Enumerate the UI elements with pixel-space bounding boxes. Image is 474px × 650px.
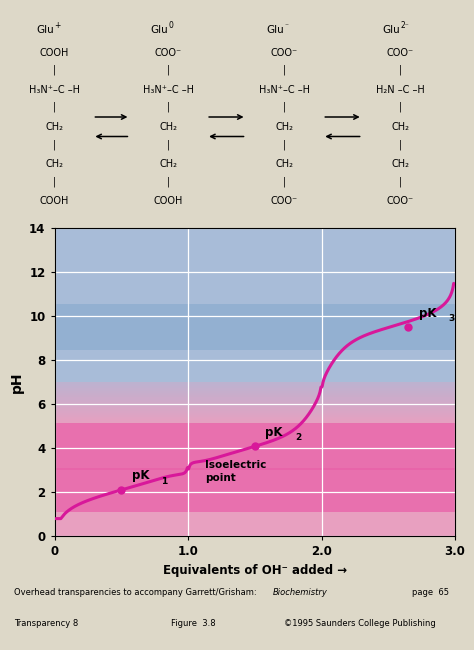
Text: |: |	[53, 102, 56, 112]
Text: 3: 3	[448, 314, 455, 323]
Text: |: |	[399, 65, 402, 75]
Text: |: |	[399, 176, 402, 187]
Text: |: |	[283, 65, 286, 75]
Text: Figure  3.8: Figure 3.8	[171, 619, 215, 629]
Bar	[55, 415, 455, 417]
Text: Glu: Glu	[267, 25, 284, 35]
Text: 2⁻: 2⁻	[401, 21, 409, 31]
Text: CH₂: CH₂	[392, 159, 410, 169]
Text: |: |	[399, 139, 402, 150]
Bar	[55, 386, 455, 389]
Text: ©1995 Saunders College Publishing: ©1995 Saunders College Publishing	[284, 619, 436, 629]
Text: |: |	[167, 176, 170, 187]
Text: COO⁻: COO⁻	[271, 47, 298, 58]
Text: Glu: Glu	[383, 25, 401, 35]
Bar	[55, 384, 455, 386]
Text: COOH: COOH	[40, 196, 69, 206]
Text: COO⁻: COO⁻	[387, 196, 414, 206]
Bar	[55, 408, 455, 411]
Bar	[55, 382, 455, 384]
Bar	[55, 417, 455, 419]
Text: |: |	[53, 139, 56, 150]
Text: Overhead transparencies to accompany Garrett/Grisham:: Overhead transparencies to accompany Gar…	[14, 588, 259, 597]
Text: |: |	[53, 65, 56, 75]
Text: pK: pK	[265, 426, 283, 439]
Bar	[55, 422, 455, 424]
Text: H₃N⁺–C –H: H₃N⁺–C –H	[29, 84, 80, 95]
Text: |: |	[283, 139, 286, 150]
Text: |: |	[283, 102, 286, 112]
Text: 1: 1	[161, 476, 168, 486]
Text: pK: pK	[132, 469, 149, 482]
Text: CH₂: CH₂	[159, 122, 177, 132]
Text: COO⁻: COO⁻	[271, 196, 298, 206]
Bar	[55, 304, 455, 350]
Y-axis label: pH: pH	[9, 371, 24, 393]
Bar	[55, 400, 455, 402]
Text: CH₂: CH₂	[46, 122, 64, 132]
Bar	[55, 393, 455, 395]
Text: pK: pK	[419, 307, 437, 320]
Text: CH₂: CH₂	[46, 159, 64, 169]
Text: Glu: Glu	[151, 25, 168, 35]
Text: Glu: Glu	[37, 25, 55, 35]
Bar	[55, 413, 455, 415]
Text: 2: 2	[295, 433, 301, 442]
Bar	[55, 411, 455, 413]
Text: |: |	[399, 102, 402, 112]
Bar	[55, 397, 455, 400]
Text: COO⁻: COO⁻	[387, 47, 414, 58]
Text: CH₂: CH₂	[392, 122, 410, 132]
Bar	[55, 406, 455, 408]
Text: H₃N⁺–C –H: H₃N⁺–C –H	[143, 84, 194, 95]
Text: CH₂: CH₂	[159, 159, 177, 169]
Bar	[55, 424, 455, 426]
Text: |: |	[167, 139, 170, 150]
Text: |: |	[167, 65, 170, 75]
Bar	[55, 395, 455, 397]
Text: CH₂: CH₂	[275, 159, 293, 169]
Text: COO⁻: COO⁻	[155, 47, 182, 58]
Text: CH₂: CH₂	[275, 122, 293, 132]
Text: |: |	[283, 176, 286, 187]
Text: ⁻: ⁻	[284, 21, 288, 31]
Bar	[55, 404, 455, 406]
X-axis label: Equivalents of OH⁻ added →: Equivalents of OH⁻ added →	[163, 564, 347, 577]
Text: Transparency 8: Transparency 8	[14, 619, 79, 629]
Text: |: |	[53, 176, 56, 187]
Bar	[55, 391, 455, 393]
Bar	[55, 402, 455, 404]
Text: 0: 0	[168, 21, 173, 31]
Text: +: +	[55, 21, 61, 31]
Bar	[55, 227, 455, 382]
Bar	[55, 419, 455, 422]
Text: H₃N⁺–C –H: H₃N⁺–C –H	[259, 84, 310, 95]
Text: H₂N –C –H: H₂N –C –H	[376, 84, 425, 95]
Bar	[55, 468, 455, 512]
Text: Isoelectric: Isoelectric	[205, 460, 267, 470]
Text: COOH: COOH	[154, 196, 183, 206]
Text: Biochemistry: Biochemistry	[273, 588, 328, 597]
Text: COOH: COOH	[40, 47, 69, 58]
Text: page  65: page 65	[412, 588, 449, 597]
Bar	[55, 422, 455, 470]
Text: point: point	[205, 473, 236, 483]
Text: |: |	[167, 102, 170, 112]
Bar	[55, 389, 455, 391]
